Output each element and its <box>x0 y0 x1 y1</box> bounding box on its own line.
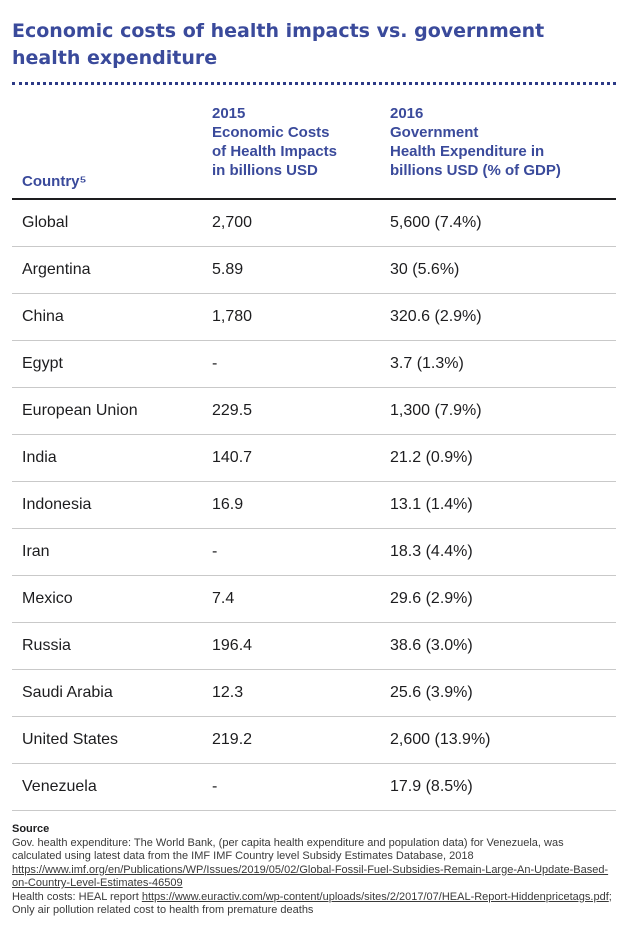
table-row: United States 219.2 2,600 (13.9%) <box>12 717 616 764</box>
header-costs-line2: Economic Costs <box>212 124 330 141</box>
header-country: Country⁵ <box>22 173 87 190</box>
cell-costs: 140.7 <box>212 449 253 466</box>
cell-costs: 219.2 <box>212 731 253 748</box>
cell-expenditure: 38.6 (3.0%) <box>390 637 473 654</box>
table-row: Global 2,700 5,600 (7.4%) <box>12 200 616 247</box>
heal-report-link[interactable]: https://www.euractiv.com/wp-content/uplo… <box>141 890 609 903</box>
dotted-divider <box>12 82 616 85</box>
cell-costs: 1,780 <box>212 308 253 325</box>
cell-country: Russia <box>22 637 71 654</box>
cell-costs: - <box>212 543 218 560</box>
cell-expenditure: 21.2 (0.9%) <box>390 449 473 466</box>
table-row: China 1,780 320.6 (2.9%) <box>12 294 616 341</box>
header-exp-year: 2016 <box>390 105 424 122</box>
header-costs-line4: in billions USD <box>212 162 318 179</box>
cell-costs: 2,700 <box>212 214 253 231</box>
table-row: Russia 196.4 38.6 (3.0%) <box>12 623 616 670</box>
cell-country: Global <box>22 214 69 231</box>
cell-costs: 196.4 <box>212 637 253 654</box>
table-row: European Union 229.5 1,300 (7.9%) <box>12 388 616 435</box>
cell-costs: - <box>212 355 218 372</box>
cell-country: Iran <box>22 543 50 560</box>
cell-costs: 5.89 <box>212 261 244 278</box>
cell-expenditure: 29.6 (2.9%) <box>390 590 473 607</box>
cell-expenditure: 30 (5.6%) <box>390 261 460 278</box>
cell-expenditure: 5,600 (7.4%) <box>390 214 482 231</box>
header-costs-year: 2015 <box>212 105 246 122</box>
imf-link[interactable]: https://www.imf.org/en/Publications/WP/I… <box>12 863 609 890</box>
header-health-expenditure: 2016 Government Health Expenditure in bi… <box>390 104 610 180</box>
table-row: Egypt - 3.7 (1.3%) <box>12 341 616 388</box>
source-note-text: ; Only air pollution related cost to hea… <box>12 890 612 917</box>
cell-country: Argentina <box>22 261 91 278</box>
cell-expenditure: 3.7 (1.3%) <box>390 355 464 372</box>
cell-expenditure: 13.1 (1.4%) <box>390 496 473 513</box>
source-text: Gov. health expenditure: The World Bank,… <box>12 837 616 918</box>
table-row: Indonesia 16.9 13.1 (1.4%) <box>12 482 616 529</box>
table-row: Saudi Arabia 12.3 25.6 (3.9%) <box>12 670 616 717</box>
header-costs-line3: of Health Impacts <box>212 143 338 160</box>
cell-expenditure: 2,600 (13.9%) <box>390 731 491 748</box>
header-exp-line4: billions USD (% of GDP) <box>390 162 561 179</box>
header-rule <box>12 198 616 200</box>
cell-costs: - <box>212 778 218 795</box>
source-expenditure-text: Gov. health expenditure: The World Bank,… <box>12 836 564 863</box>
table-row: Argentina 5.89 30 (5.6%) <box>12 247 616 294</box>
source-note: Source Gov. health expenditure: The Worl… <box>12 823 616 918</box>
cell-expenditure: 1,300 (7.9%) <box>390 402 482 419</box>
cell-expenditure: 320.6 (2.9%) <box>390 308 482 325</box>
source-label: Source <box>12 823 50 835</box>
cell-country: United States <box>22 731 119 748</box>
cell-expenditure: 18.3 (4.4%) <box>390 543 473 560</box>
table-row: Venezuela - 17.9 (8.5%) <box>12 764 616 811</box>
cell-country: European Union <box>22 402 138 419</box>
cell-country: China <box>22 308 64 325</box>
table-row: Mexico 7.4 29.6 (2.9%) <box>12 576 616 623</box>
page-title: Economic costs of health impacts vs. gov… <box>12 20 545 69</box>
table-row: India 140.7 21.2 (0.9%) <box>12 435 616 482</box>
header-economic-costs: 2015 Economic Costs of Health Impacts in… <box>212 104 382 180</box>
cell-costs: 229.5 <box>212 402 253 419</box>
table-body: Global 2,700 5,600 (7.4%) Argentina 5.89 30 … <box>12 200 616 811</box>
cell-country: Egypt <box>22 355 63 372</box>
cell-costs: 16.9 <box>212 496 244 513</box>
cell-costs: 7.4 <box>212 590 235 607</box>
cell-costs: 12.3 <box>212 684 244 701</box>
cell-country: Venezuela <box>22 778 97 795</box>
cell-country: Saudi Arabia <box>22 684 113 701</box>
cell-country: India <box>22 449 57 466</box>
cell-expenditure: 25.6 (3.9%) <box>390 684 473 701</box>
cell-country: Mexico <box>22 590 73 607</box>
source-health-costs-text: Health costs: HEAL report <box>12 890 142 903</box>
cell-expenditure: 17.9 (8.5%) <box>390 778 473 795</box>
header-exp-line2: Government <box>390 124 479 141</box>
header-exp-line3: Health Expenditure in <box>390 143 545 160</box>
cell-country: Indonesia <box>22 496 92 513</box>
table-row: Iran - 18.3 (4.4%) <box>12 529 616 576</box>
